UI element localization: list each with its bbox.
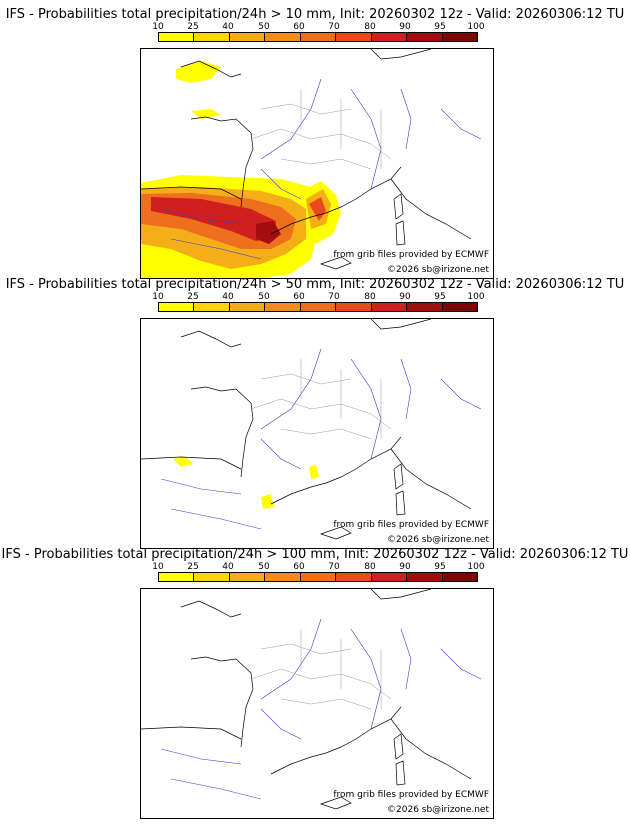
colorbar-segment (229, 33, 266, 41)
colorbar-tick: 40 (222, 562, 234, 572)
colorbar-tick: 40 (222, 292, 234, 302)
admin-borders (250, 629, 392, 710)
colorbar-segment (336, 573, 372, 581)
colorbar-segment (407, 303, 443, 311)
precip-shading (173, 457, 319, 509)
colorbar-ticks: 10 25 40 50 60 70 80 90 95 100 (140, 562, 490, 572)
colorbar-tick: 60 (293, 292, 305, 302)
colorbar-tick: 40 (222, 22, 234, 32)
map-area: from grib files provided by ECMWF ©2026 … (140, 318, 494, 549)
colorbar-tick: 50 (258, 292, 270, 302)
colorbar-segment (229, 303, 266, 311)
coastlines (141, 589, 472, 810)
colorbar-tick: 60 (293, 562, 305, 572)
colorbar-ticks: 10 25 40 50 60 70 80 90 95 100 (140, 22, 490, 32)
admin-borders (250, 89, 392, 170)
colorbar-segment (371, 33, 408, 41)
map-panel-10mm: IFS - Probabilities total precipitation/… (0, 7, 630, 279)
colorbar-tick: 10 (152, 22, 164, 32)
precip-shading (141, 61, 341, 278)
map-area: from grib files provided by ECMWF ©2026 … (140, 48, 494, 279)
colorbar-tick: 60 (293, 22, 305, 32)
map-panel-50mm: IFS - Probabilities total precipitation/… (0, 277, 630, 549)
colorbar-tick: 95 (434, 22, 446, 32)
colorbar-segment (442, 573, 477, 581)
colorbar-segment (265, 573, 301, 581)
colorbar-tick: 10 (152, 562, 164, 572)
colorbar-tick: 90 (399, 562, 411, 572)
map-title: IFS - Probabilities total precipitation/… (5, 277, 625, 292)
colorbar-tick: 50 (258, 22, 270, 32)
colorbar-tick: 100 (467, 22, 485, 32)
colorbar-tick: 80 (364, 562, 376, 572)
colorbar-segment (159, 303, 195, 311)
map-canvas (141, 589, 482, 810)
admin-borders (250, 359, 392, 440)
colorbar-tick: 70 (328, 292, 340, 302)
colorbar (158, 572, 478, 582)
coastlines (141, 49, 472, 270)
map-canvas (141, 319, 482, 540)
colorbar-tick: 90 (399, 22, 411, 32)
colorbar-tick: 100 (467, 292, 485, 302)
colorbar-segment (194, 573, 230, 581)
colorbar-tick: 70 (328, 562, 340, 572)
map-title: IFS - Probabilities total precipitation/… (1, 547, 629, 562)
rivers (160, 618, 482, 800)
colorbar-segment (442, 303, 477, 311)
copyright-credit: ©2026 sb@irizone.net (387, 535, 489, 545)
map-area: from grib files provided by ECMWF ©2026 … (140, 588, 494, 819)
data-source-credit: from grib files provided by ECMWF (333, 790, 489, 800)
colorbar-segment (194, 303, 230, 311)
colorbar-segment (371, 303, 408, 311)
colorbar-segment (300, 303, 337, 311)
coastlines (141, 319, 472, 540)
colorbar-segment (265, 303, 301, 311)
colorbar-segment (442, 33, 477, 41)
colorbar-segment (336, 303, 372, 311)
colorbar-tick: 25 (187, 292, 199, 302)
colorbar-segment (229, 573, 266, 581)
map-canvas (141, 49, 482, 278)
colorbar-segment (265, 33, 301, 41)
colorbar-tick: 25 (187, 562, 199, 572)
colorbar-tick: 25 (187, 22, 199, 32)
copyright-credit: ©2026 sb@irizone.net (387, 805, 489, 815)
rivers (160, 78, 482, 260)
colorbar-ticks: 10 25 40 50 60 70 80 90 95 100 (140, 292, 490, 302)
colorbar (158, 302, 478, 312)
colorbar-tick: 70 (328, 22, 340, 32)
colorbar-tick: 80 (364, 22, 376, 32)
map-title: IFS - Probabilities total precipitation/… (5, 7, 625, 22)
colorbar-segment (194, 33, 230, 41)
colorbar-tick: 50 (258, 562, 270, 572)
copyright-credit: ©2026 sb@irizone.net (387, 265, 489, 275)
colorbar-segment (407, 33, 443, 41)
colorbar-tick: 95 (434, 562, 446, 572)
map-panel-100mm: IFS - Probabilities total precipitation/… (0, 547, 630, 819)
data-source-credit: from grib files provided by ECMWF (333, 520, 489, 530)
colorbar-segment (300, 573, 337, 581)
colorbar-tick: 90 (399, 292, 411, 302)
colorbar-tick: 80 (364, 292, 376, 302)
rivers (160, 348, 482, 530)
colorbar-segment (336, 33, 372, 41)
colorbar-segment (371, 573, 408, 581)
colorbar-segment (159, 573, 195, 581)
colorbar-segment (407, 573, 443, 581)
colorbar-segment (300, 33, 337, 41)
colorbar-tick: 95 (434, 292, 446, 302)
colorbar-tick: 10 (152, 292, 164, 302)
colorbar-tick: 100 (467, 562, 485, 572)
colorbar (158, 32, 478, 42)
data-source-credit: from grib files provided by ECMWF (333, 250, 489, 260)
colorbar-segment (159, 33, 195, 41)
